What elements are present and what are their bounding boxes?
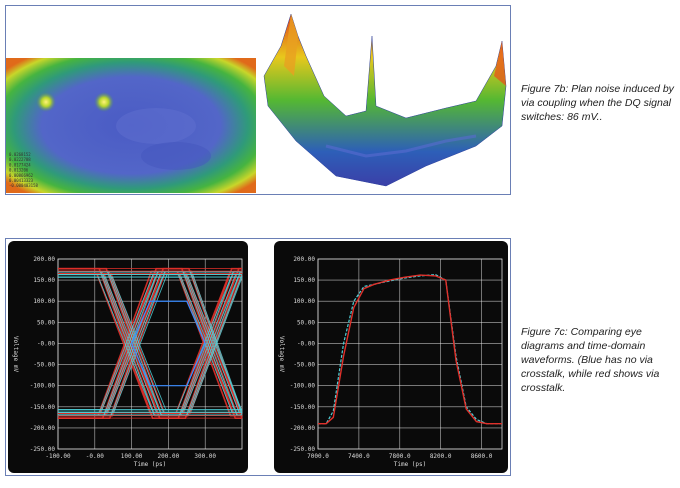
x-axis-label: Time (ps) (394, 461, 427, 468)
x-tick-label: 7800.0 (389, 453, 411, 460)
y-tick-label: -50.00 (293, 362, 315, 369)
y-tick-label: 50.00 (37, 319, 55, 326)
x-axis-label: Time (ps) (134, 461, 167, 468)
figure-7b-caption: Figure 7b: Plan noise induced by via cou… (521, 83, 674, 123)
noise-surface-3d (263, 13, 507, 187)
figure-7c-caption: Figure 7c: Comparing eye diagrams and ti… (521, 326, 660, 394)
y-tick-label: 100.00 (33, 298, 55, 305)
plot-frame (317, 258, 503, 450)
y-tick-label: -150.00 (30, 404, 56, 411)
y-tick-label: -100.00 (30, 383, 56, 390)
y-tick-label: -50.00 (33, 362, 55, 369)
noise-map: 0.02681520.02227880.01774240.0132060.008… (6, 58, 256, 193)
y-tick-label: 150.00 (293, 277, 315, 284)
legend-value: 0.0222788 (9, 157, 31, 162)
legend-value: 0.013206 (9, 168, 29, 173)
legend-value: -0.000403158 (9, 183, 38, 188)
y-tick-label: -0.00 (297, 340, 315, 347)
y-tick-label: -150.00 (290, 404, 316, 411)
y-tick-label: -200.00 (290, 425, 316, 432)
colormap-legend: 0.02681520.02227880.01774240.0132060.008… (9, 152, 38, 188)
eye-mask (130, 300, 206, 387)
eye-diagram-scope: -100.00 -0.00 100.00 200.00 300.00 200.00 150.… (8, 241, 248, 473)
y-tick-label: 200.00 (293, 256, 315, 263)
y-tick-label: -250.00 (290, 446, 316, 453)
x-tick-label: -100.00 (45, 453, 71, 460)
legend-value: 0.00413323 (9, 178, 34, 183)
x-tick-label: 8200.0 (430, 453, 452, 460)
x-tick-label: 200.00 (158, 453, 180, 460)
y-axis-label: Voltage mV (278, 336, 285, 373)
y-axis-label: Voltage mV (12, 336, 19, 373)
y-tick-label: -200.00 (30, 425, 56, 432)
x-tick-label: 7000.0 (307, 453, 329, 460)
y-tick-label: -100.00 (290, 383, 316, 390)
x-tick-label: 100.00 (121, 453, 143, 460)
time-domain-chart: 7000.0 7400.0 7800.0 8200.0 8600.0 200.00 150.… (278, 256, 503, 468)
y-tick-label: -250.00 (30, 446, 56, 453)
y-tick-label: 150.00 (33, 277, 55, 284)
waveform-red (318, 274, 502, 425)
y-tick-label: 200.00 (33, 256, 55, 263)
legend-value: 0.0177424 (9, 162, 31, 167)
figure-7c-panel: -100.00 -0.00 100.00 200.00 300.00 200.00 150.… (5, 238, 511, 476)
plot-frame (57, 258, 243, 450)
x-tick-label: -0.00 (86, 453, 104, 460)
waveform-blue (318, 274, 502, 425)
y-tick-label: 100.00 (293, 298, 315, 305)
y-tick-label: 50.00 (297, 319, 315, 326)
x-tick-label: 8600.0 (471, 453, 493, 460)
x-tick-label: 300.00 (194, 453, 216, 460)
noise-plots: 0.02681520.02227880.01774240.0132060.008… (6, 13, 507, 193)
y-tick-label: -0.00 (37, 340, 55, 347)
legend-value: 0.00866962 (9, 173, 34, 178)
x-tick-label: 7400.0 (348, 453, 370, 460)
legend-value: 0.0268152 (9, 152, 31, 157)
eye-diagram-chart: -100.00 -0.00 100.00 200.00 300.00 200.00 150.… (12, 256, 243, 468)
waveform-scope: 7000.0 7400.0 7800.0 8200.0 8600.0 200.00 150.… (274, 241, 508, 473)
figure-7b-panel: 0.0268152 0.0222788 0.0177424 0.013206 0.008… (5, 5, 511, 195)
